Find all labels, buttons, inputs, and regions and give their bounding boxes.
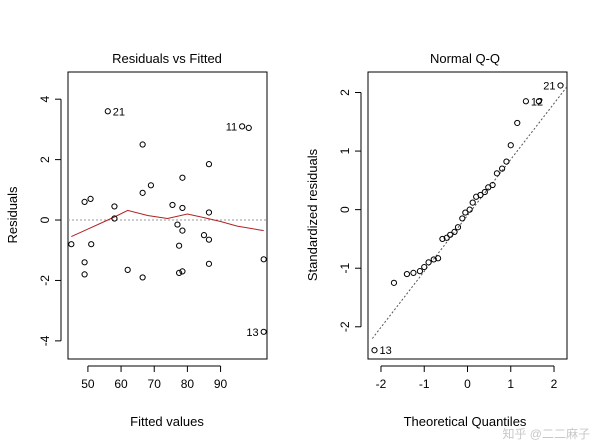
rvf-data-point bbox=[176, 242, 183, 249]
rvf-x-tick-label: 80 bbox=[181, 377, 195, 391]
qq-data-point bbox=[459, 215, 466, 222]
qq-y-tick-label: 2 bbox=[338, 89, 352, 96]
rvf-data-point bbox=[81, 271, 88, 278]
qq-data-point bbox=[403, 270, 411, 278]
rvf-data-point bbox=[200, 232, 208, 239]
rvf-data-point bbox=[176, 269, 183, 276]
rvf-data-point bbox=[124, 266, 131, 273]
qq-y-tick-label: 1 bbox=[338, 147, 352, 154]
qq-x-tick-label: -1 bbox=[419, 377, 430, 391]
normal-qq-frame bbox=[367, 71, 568, 360]
qq-data-point bbox=[390, 279, 398, 286]
rvf-data-point bbox=[205, 161, 213, 168]
normal-qq-xlabel: Theoretical Quantiles bbox=[404, 414, 527, 429]
rvf-data-point bbox=[205, 209, 213, 216]
qq-y-tick-label: -2 bbox=[338, 321, 352, 332]
rvf-y-tick-label: -2 bbox=[38, 275, 52, 286]
rvf-data-point bbox=[205, 260, 213, 267]
watermark-text: 知乎 @二二麻子 bbox=[502, 426, 590, 441]
residuals-vs-fitted-ylabel: Residuals bbox=[5, 186, 20, 244]
qq-data-point bbox=[425, 259, 432, 266]
normal-qq-panel: Normal Q-Q Theoretical Quantiles Standar… bbox=[305, 51, 568, 429]
qq-data-point bbox=[466, 206, 473, 213]
qq-data-point bbox=[507, 142, 514, 149]
qq-data-point bbox=[439, 235, 446, 243]
rvf-data-point bbox=[139, 141, 146, 148]
residuals-vs-fitted-title: Residuals vs Fitted bbox=[112, 51, 222, 66]
normal-qq-title: Normal Q-Q bbox=[430, 51, 500, 66]
qq-data-point bbox=[410, 269, 417, 276]
qq-data-point bbox=[481, 188, 488, 196]
rvf-y-tick-label: 0 bbox=[38, 216, 52, 223]
qq-data-point bbox=[416, 268, 424, 275]
rvf-data-point bbox=[88, 241, 95, 248]
qq-data-point bbox=[493, 170, 501, 177]
rvf-x-tick-label: 50 bbox=[81, 377, 95, 391]
qq-qq-reference-line bbox=[371, 86, 568, 339]
rvf-smooth-line bbox=[71, 209, 264, 238]
rvf-y-tick-label: 4 bbox=[38, 96, 52, 103]
qq-data-point bbox=[469, 199, 476, 206]
residuals-vs-fitted-panel: Residuals vs Fitted Fitted values Residu… bbox=[5, 51, 268, 429]
rvf-data-point bbox=[68, 241, 75, 248]
rvf-x-tick-label: 90 bbox=[214, 377, 228, 391]
rvf-point-label: 13 bbox=[246, 327, 258, 339]
rvf-point-label: 11 bbox=[226, 121, 237, 133]
qq-data-point bbox=[489, 181, 496, 189]
qq-data-point bbox=[371, 347, 378, 354]
qq-data-point bbox=[535, 98, 542, 105]
qq-data-point bbox=[434, 255, 442, 262]
normal-qq-ylabel: Standardized residuals bbox=[305, 148, 320, 281]
qq-data-point bbox=[514, 119, 521, 127]
rvf-data-point bbox=[179, 227, 186, 234]
qq-point-label: 13 bbox=[379, 345, 391, 357]
rvf-data-point bbox=[81, 259, 88, 266]
qq-data-point bbox=[454, 224, 462, 231]
qq-data-point bbox=[557, 82, 564, 89]
rvf-x-tick-label: 70 bbox=[148, 377, 162, 391]
rvf-data-point bbox=[139, 274, 146, 281]
qq-x-tick-label: -2 bbox=[376, 377, 387, 391]
rvf-x-tick-label: 60 bbox=[114, 377, 128, 391]
qq-data-point bbox=[430, 256, 437, 263]
rvf-data-point bbox=[87, 195, 94, 202]
rvf-data-point bbox=[174, 221, 181, 228]
residuals-vs-fitted-frame bbox=[67, 71, 268, 360]
residuals-vs-fitted-xlabel: Fitted values bbox=[130, 414, 204, 429]
qq-data-point bbox=[522, 98, 530, 105]
rvf-data-point bbox=[179, 174, 186, 181]
rvf-data-point bbox=[260, 328, 267, 335]
qq-x-tick-label: 2 bbox=[551, 377, 558, 391]
rvf-data-point bbox=[239, 123, 246, 130]
rvf-data-point bbox=[81, 198, 88, 206]
qq-data-point bbox=[447, 231, 454, 238]
qq-data-point bbox=[477, 191, 484, 199]
rvf-data-point bbox=[104, 108, 111, 115]
rvf-data-point bbox=[205, 236, 213, 243]
rvf-data-point bbox=[179, 268, 186, 275]
qq-data-point bbox=[499, 165, 506, 172]
rvf-data-point bbox=[245, 124, 252, 131]
qq-x-tick-label: 1 bbox=[507, 377, 514, 391]
rvf-data-point bbox=[139, 189, 146, 196]
qq-point-label: 21 bbox=[543, 80, 555, 92]
qq-x-tick-label: 0 bbox=[464, 377, 471, 391]
rvf-data-point bbox=[111, 215, 118, 222]
qq-data-point bbox=[421, 263, 428, 271]
rvf-data-point bbox=[111, 203, 118, 210]
qq-data-point bbox=[462, 209, 469, 216]
rvf-data-point bbox=[179, 204, 186, 212]
rvf-data-point bbox=[147, 182, 155, 189]
rvf-data-point bbox=[260, 256, 267, 263]
qq-y-tick-label: 0 bbox=[338, 206, 352, 213]
qq-data-point bbox=[503, 158, 510, 165]
rvf-y-tick-label: -4 bbox=[38, 335, 52, 346]
qq-data-point bbox=[451, 228, 458, 235]
rvf-point-label: 21 bbox=[113, 106, 125, 118]
qq-y-tick-label: -1 bbox=[338, 263, 352, 274]
rvf-data-point bbox=[169, 201, 176, 209]
rvf-y-tick-label: 2 bbox=[38, 156, 52, 163]
